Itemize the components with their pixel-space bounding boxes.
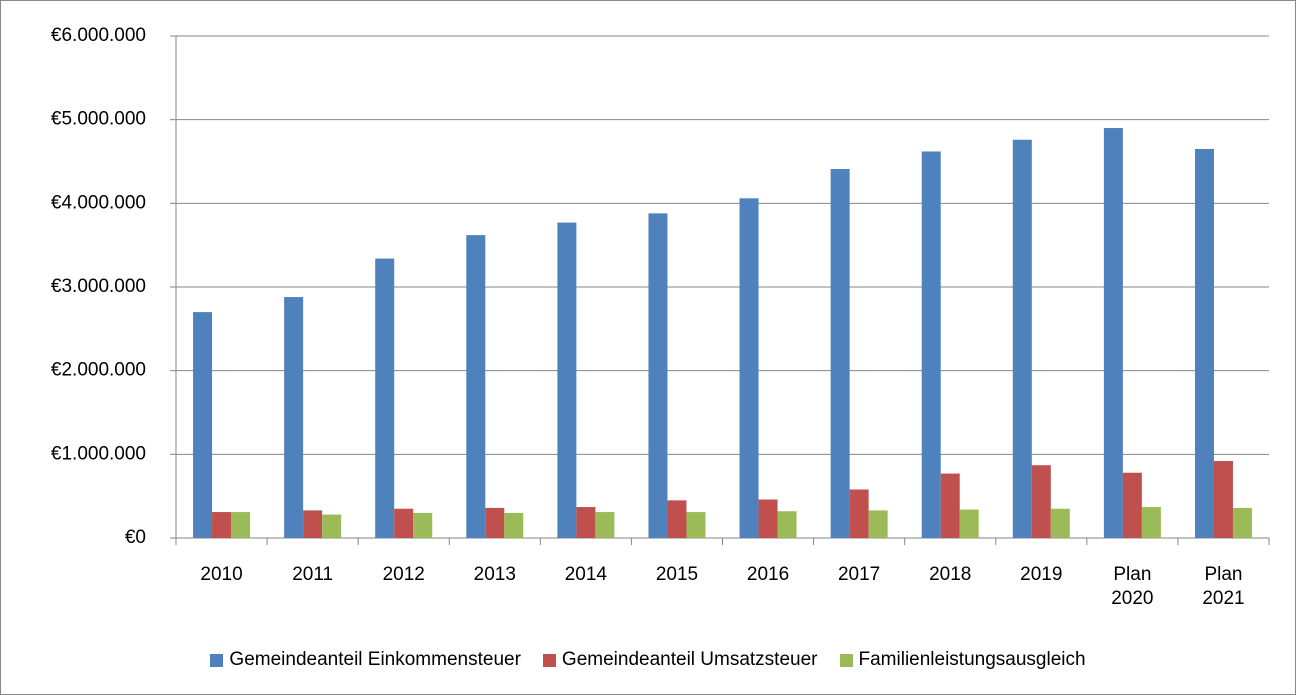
bar <box>576 507 596 538</box>
bar <box>758 499 778 538</box>
x-tick-label: 2013 <box>473 564 516 585</box>
bar <box>777 511 797 538</box>
legend-item: Familienleistungsausgleich <box>839 649 1086 671</box>
x-tick-label: 2019 <box>1020 564 1063 585</box>
bar <box>1031 465 1051 538</box>
bar <box>921 151 941 538</box>
bar <box>1141 507 1161 538</box>
x-tick-label: 2010 <box>200 564 243 585</box>
legend-item: Gemeindeanteil Einkommensteuer <box>210 649 521 671</box>
x-tick-label: Plan 2020 <box>1111 564 1154 609</box>
y-tick-label: €5.000.000 <box>51 109 146 130</box>
bar <box>849 489 869 538</box>
legend-swatch <box>210 653 224 667</box>
y-tick-label: €2.000.000 <box>51 360 146 381</box>
bar <box>394 508 414 538</box>
bar <box>940 473 960 538</box>
bar <box>375 258 395 538</box>
legend-label: Familienleistungsausgleich <box>858 649 1086 670</box>
x-tick-label: 2015 <box>655 564 699 585</box>
bar <box>1122 472 1142 538</box>
bar <box>1050 508 1070 538</box>
bar <box>1232 507 1252 538</box>
bar <box>1194 148 1214 538</box>
y-tick-label: €0 <box>125 527 146 548</box>
bar <box>595 512 615 538</box>
legend-label: Gemeindeanteil Umsatzsteuer <box>561 649 818 670</box>
legend: Gemeindeanteil Einkommensteuer Gemeindean… <box>1 649 1295 671</box>
bar <box>959 509 979 538</box>
bar <box>868 510 888 538</box>
x-tick-label: 2014 <box>564 564 608 585</box>
legend-swatch <box>542 653 556 667</box>
bar <box>504 512 524 538</box>
bar <box>212 512 232 538</box>
legend-item: Gemeindeanteil Umsatzsteuer <box>542 649 818 671</box>
x-tick-label: 2011 <box>292 564 334 585</box>
bar <box>485 507 505 538</box>
bar <box>303 510 323 538</box>
x-tick-label: Plan 2021 <box>1202 564 1245 609</box>
y-tick-label: €1.000.000 <box>51 443 146 464</box>
bar <box>739 198 759 538</box>
bar <box>1213 461 1233 538</box>
y-tick-label: €4.000.000 <box>51 192 146 213</box>
x-tick-label: 2017 <box>837 564 881 585</box>
bar <box>231 512 251 538</box>
bar <box>557 222 577 538</box>
bar <box>648 213 668 538</box>
bar <box>1103 128 1123 538</box>
bar <box>413 512 433 538</box>
bar <box>193 312 213 538</box>
bar <box>284 297 304 538</box>
bar <box>667 500 687 538</box>
y-tick-label: €3.000.000 <box>51 276 146 297</box>
bar <box>322 514 342 538</box>
bar <box>686 512 706 538</box>
bar <box>1012 139 1032 538</box>
bar <box>466 235 486 539</box>
legend-swatch <box>839 653 853 667</box>
bar <box>830 169 850 538</box>
x-tick-label: 2016 <box>746 564 790 585</box>
legend-label: Gemeindeanteil Einkommensteuer <box>229 649 521 670</box>
x-tick-label: 2012 <box>382 564 425 585</box>
y-tick-label: €6.000.000 <box>51 25 146 46</box>
x-tick-label: 2018 <box>929 564 972 585</box>
